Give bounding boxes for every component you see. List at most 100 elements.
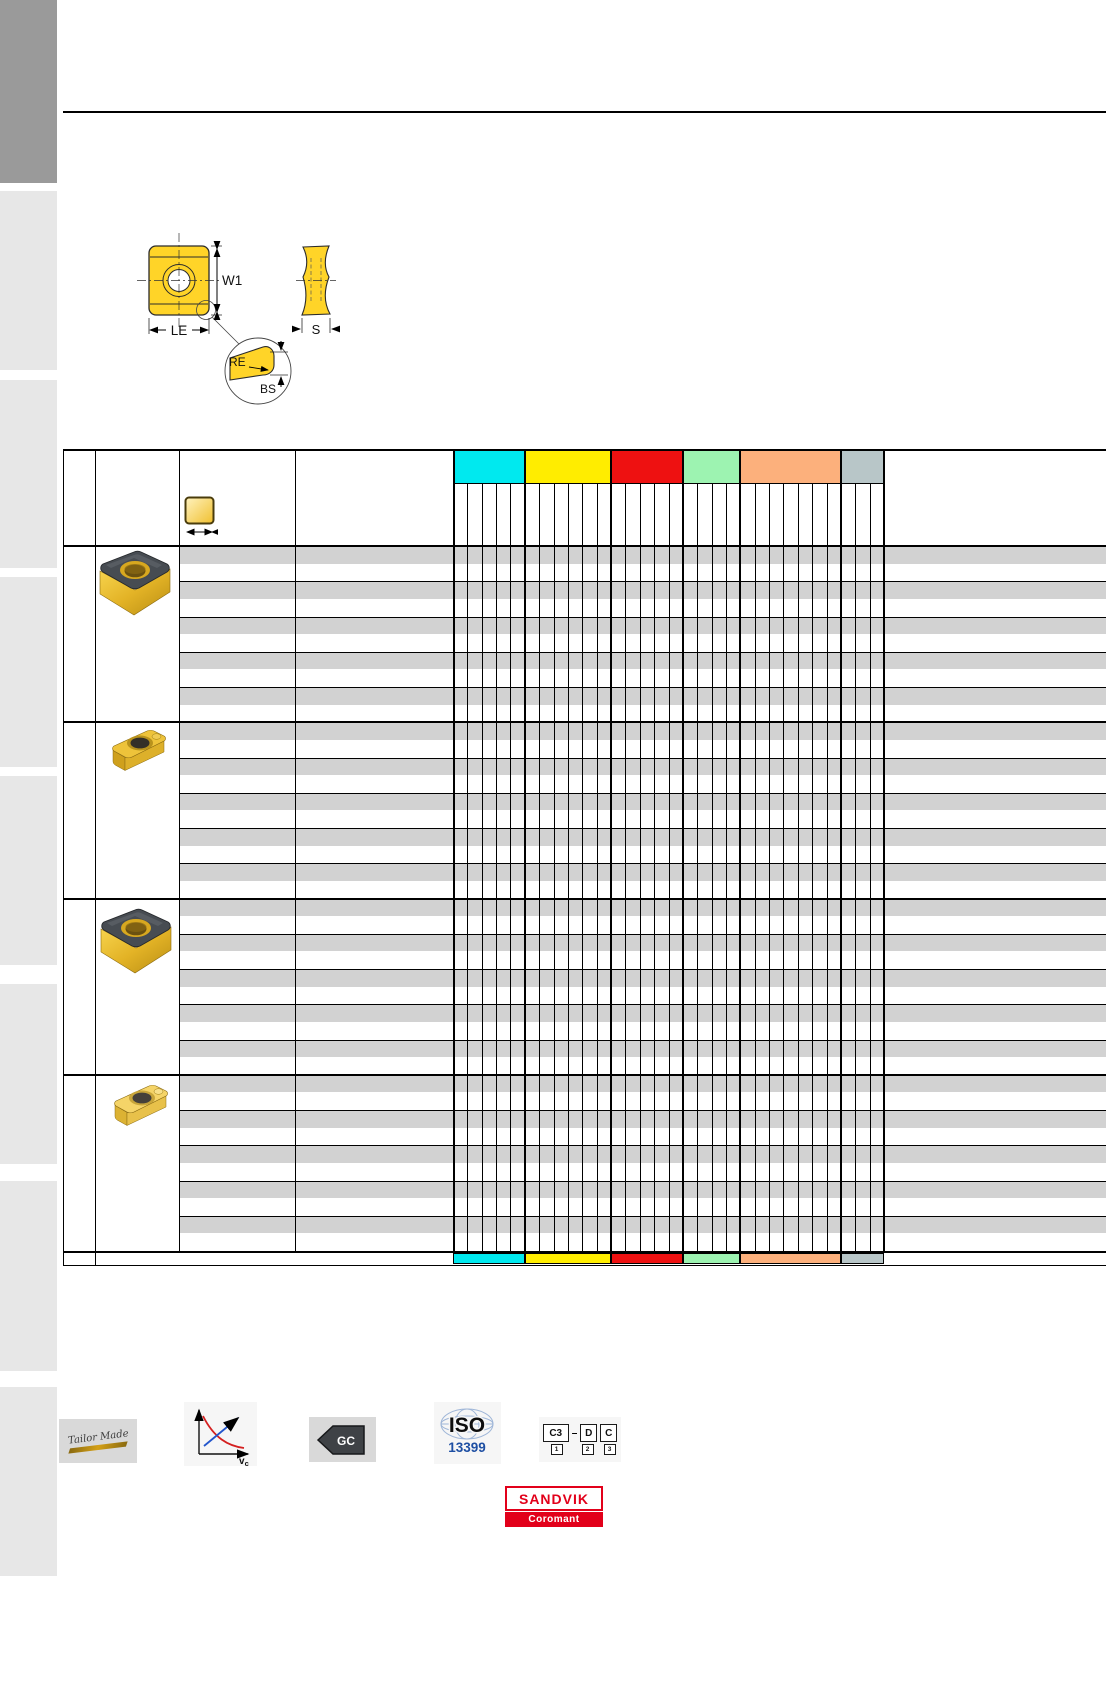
corner-detail-view: RE BS [224, 337, 292, 405]
row-line [179, 1039, 1106, 1041]
row-stripe [179, 757, 1106, 776]
grade-group-line [681, 450, 684, 1251]
row-line [179, 1180, 1106, 1182]
table-bottom-line-2 [63, 1264, 1106, 1266]
grade-group-line [883, 450, 885, 1251]
grade-cell-line [639, 483, 641, 1251]
group-red-footer-strip [611, 1253, 683, 1264]
cutting-data-chart-badge: vc [184, 1402, 257, 1466]
sandvik-wordmark-frame: SANDVIK [505, 1486, 603, 1511]
row-stripe [179, 969, 1106, 987]
grade-group-line [839, 450, 842, 1251]
row-line [179, 687, 1106, 688]
sidebar-tab-2 [0, 191, 57, 370]
row-line [179, 969, 1106, 970]
insert-photo-square-insert-dark-top [97, 907, 175, 980]
iso-13399-icon: ISO 13399 [440, 1408, 494, 1455]
gc-grade-badge: GC [309, 1417, 376, 1462]
grade-cell-line [855, 483, 857, 1251]
svg-text:GC: GC [337, 1434, 355, 1448]
grade-group-line [610, 450, 613, 1251]
grade-cell-line [481, 483, 483, 1251]
sidebar-tab-7 [0, 1181, 57, 1371]
row-stripe [179, 792, 1106, 811]
grade-cell-line [869, 483, 871, 1251]
grade-cell-line [539, 483, 541, 1251]
group-peach-footer-strip [740, 1253, 841, 1264]
grade-cell-line [596, 483, 598, 1251]
row-line [179, 1110, 1106, 1111]
grade-cell-line [697, 483, 699, 1251]
group-grayblue-header [840, 450, 884, 484]
grade-cell-line [668, 483, 670, 1251]
row-stripe [179, 863, 1106, 881]
code-box-c: C [600, 1424, 618, 1442]
tailor-made-badge: Tailor Made [59, 1419, 137, 1463]
dimension-w1: W1 [211, 241, 242, 320]
coromant-bar: Coromant [505, 1512, 603, 1527]
grade-cell-line [754, 483, 756, 1251]
row-line [179, 792, 1106, 794]
row-stripe [179, 581, 1106, 599]
row-stripe [179, 1215, 1106, 1234]
table-bottom-line [63, 1251, 1106, 1253]
row-stripe [179, 687, 1106, 705]
svg-text:LE: LE [171, 323, 188, 338]
top-view-square [137, 233, 242, 347]
group-peach-header [740, 450, 841, 484]
code-box-c3: C3 [542, 1424, 569, 1442]
block-separator-line [63, 897, 1106, 900]
gc-pentagon-icon: GC [316, 1424, 365, 1455]
svg-text:vc: vc [239, 1456, 249, 1466]
row-line [179, 828, 1106, 829]
grade-group-line [523, 450, 526, 1251]
group-grayblue-footer-strip [840, 1253, 884, 1264]
row-stripe [179, 1180, 1106, 1199]
row-line [179, 863, 1106, 865]
block-separator-line [63, 545, 1106, 547]
row-stripe [179, 933, 1106, 952]
grade-cell-line [510, 483, 512, 1251]
side-view: S [292, 245, 340, 337]
grade-cell-line [797, 483, 799, 1251]
grade-cell-line [725, 483, 727, 1251]
column-line [95, 449, 96, 1266]
sandvik-coromant-logo: SANDVIK Coromant [505, 1486, 603, 1527]
row-stripe [179, 828, 1106, 846]
coromant-wordmark: Coromant [528, 1514, 580, 1525]
grade-cell-line [812, 483, 814, 1251]
grade-cell-line [567, 483, 569, 1251]
grade-cell-line [582, 483, 584, 1251]
column-line [63, 449, 64, 1266]
row-line [179, 933, 1106, 935]
row-line [179, 1004, 1106, 1006]
svg-text:RE: RE [229, 355, 246, 369]
grade-cell-line [783, 483, 785, 1251]
sidebar-tab-3 [0, 380, 57, 568]
insert-dimension-drawing: W1 LE RE BS S [137, 233, 340, 405]
sidebar-tab-8 [0, 1387, 57, 1576]
grade-group-line [739, 450, 742, 1251]
group-yellow-footer-strip [524, 1253, 612, 1264]
row-stripe [179, 1074, 1106, 1093]
grade-cell-line [826, 483, 828, 1251]
grade-cell-line [711, 483, 713, 1251]
column-line [295, 449, 296, 1251]
group-cyan-header [453, 450, 525, 484]
svg-text:BS: BS [260, 382, 276, 396]
grade-cell-line [467, 483, 469, 1251]
code-dash: – [571, 1427, 578, 1439]
row-line [179, 1215, 1106, 1217]
sandvik-wordmark: SANDVIK [518, 1490, 589, 1507]
grade-cell-line [769, 483, 771, 1251]
row-stripe [179, 546, 1106, 564]
grade-cell-line [654, 483, 656, 1251]
sidebar-tab-4 [0, 577, 57, 767]
group-red-header [611, 450, 683, 484]
svg-text:ISO: ISO [449, 1414, 485, 1437]
grade-cell-line [625, 483, 627, 1251]
ordering-code-badge: C3 – D C 1 2 3 [539, 1417, 621, 1462]
row-line [179, 616, 1106, 618]
sidebar-tab-6 [0, 984, 57, 1164]
